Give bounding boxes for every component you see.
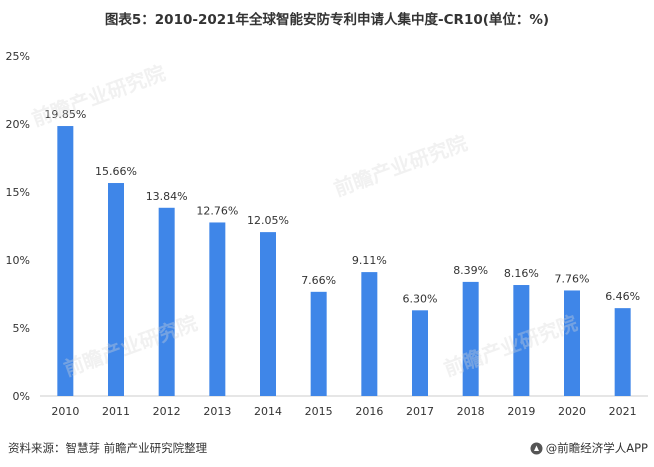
y-tick-label: 0%: [13, 390, 30, 403]
x-tick-label: 2016: [355, 405, 383, 418]
bar: [158, 207, 175, 396]
bar: [513, 285, 530, 396]
y-tick-label: 5%: [13, 322, 30, 335]
x-tick-label: 2011: [102, 405, 130, 418]
data-label: 12.05%: [247, 214, 289, 227]
bar: [260, 232, 276, 396]
data-label: 7.66%: [301, 274, 336, 287]
y-tick-label: 10%: [6, 254, 30, 267]
x-tick-label: 2010: [51, 405, 79, 418]
bar: [310, 291, 327, 396]
data-label: 8.16%: [504, 267, 539, 280]
data-label: 6.30%: [403, 292, 438, 305]
data-label: 6.46%: [605, 290, 640, 303]
x-tick-label: 2013: [203, 405, 231, 418]
x-tick-label: 2020: [558, 405, 586, 418]
source-note: 资料来源：智慧芽 前瞻产业研究院整理: [8, 441, 208, 455]
data-label: 8.39%: [453, 264, 488, 277]
brand-text: @前瞻经济学人APP: [545, 441, 648, 455]
x-tick-label: 2015: [305, 405, 333, 418]
bar: [57, 126, 74, 396]
bar: [614, 308, 631, 396]
data-label: 12.76%: [196, 204, 238, 217]
x-tick-label: 2017: [406, 405, 434, 418]
bar: [412, 310, 428, 396]
bar: [564, 290, 580, 396]
x-tick-label: 2019: [507, 405, 535, 418]
y-tick-label: 25%: [6, 50, 30, 63]
bar: [108, 183, 124, 396]
data-label: 13.84%: [146, 190, 188, 203]
brand-logo-icon: [530, 442, 543, 454]
x-tick-label: 2021: [609, 405, 637, 418]
x-tick-label: 2014: [254, 405, 282, 418]
data-label: 9.11%: [352, 254, 387, 267]
bar: [462, 281, 479, 396]
bar: [361, 272, 378, 396]
bar: [209, 222, 226, 396]
brand: @前瞻经济学人APP: [530, 440, 648, 456]
data-label: 19.85%: [44, 108, 86, 121]
x-tick-label: 2018: [457, 405, 485, 418]
data-label: 15.66%: [95, 165, 137, 178]
x-tick-label: 2012: [153, 405, 181, 418]
y-tick-label: 15%: [6, 186, 30, 199]
data-label: 7.76%: [555, 272, 590, 285]
chart-title: 图表5：2010-2021年全球智能安防专利申请人集中度-CR10(单位：%): [104, 12, 550, 28]
y-tick-label: 20%: [6, 118, 30, 131]
footer: 资料来源：智慧芽 前瞻产业研究院整理 @前瞻经济学人APP: [8, 440, 648, 460]
